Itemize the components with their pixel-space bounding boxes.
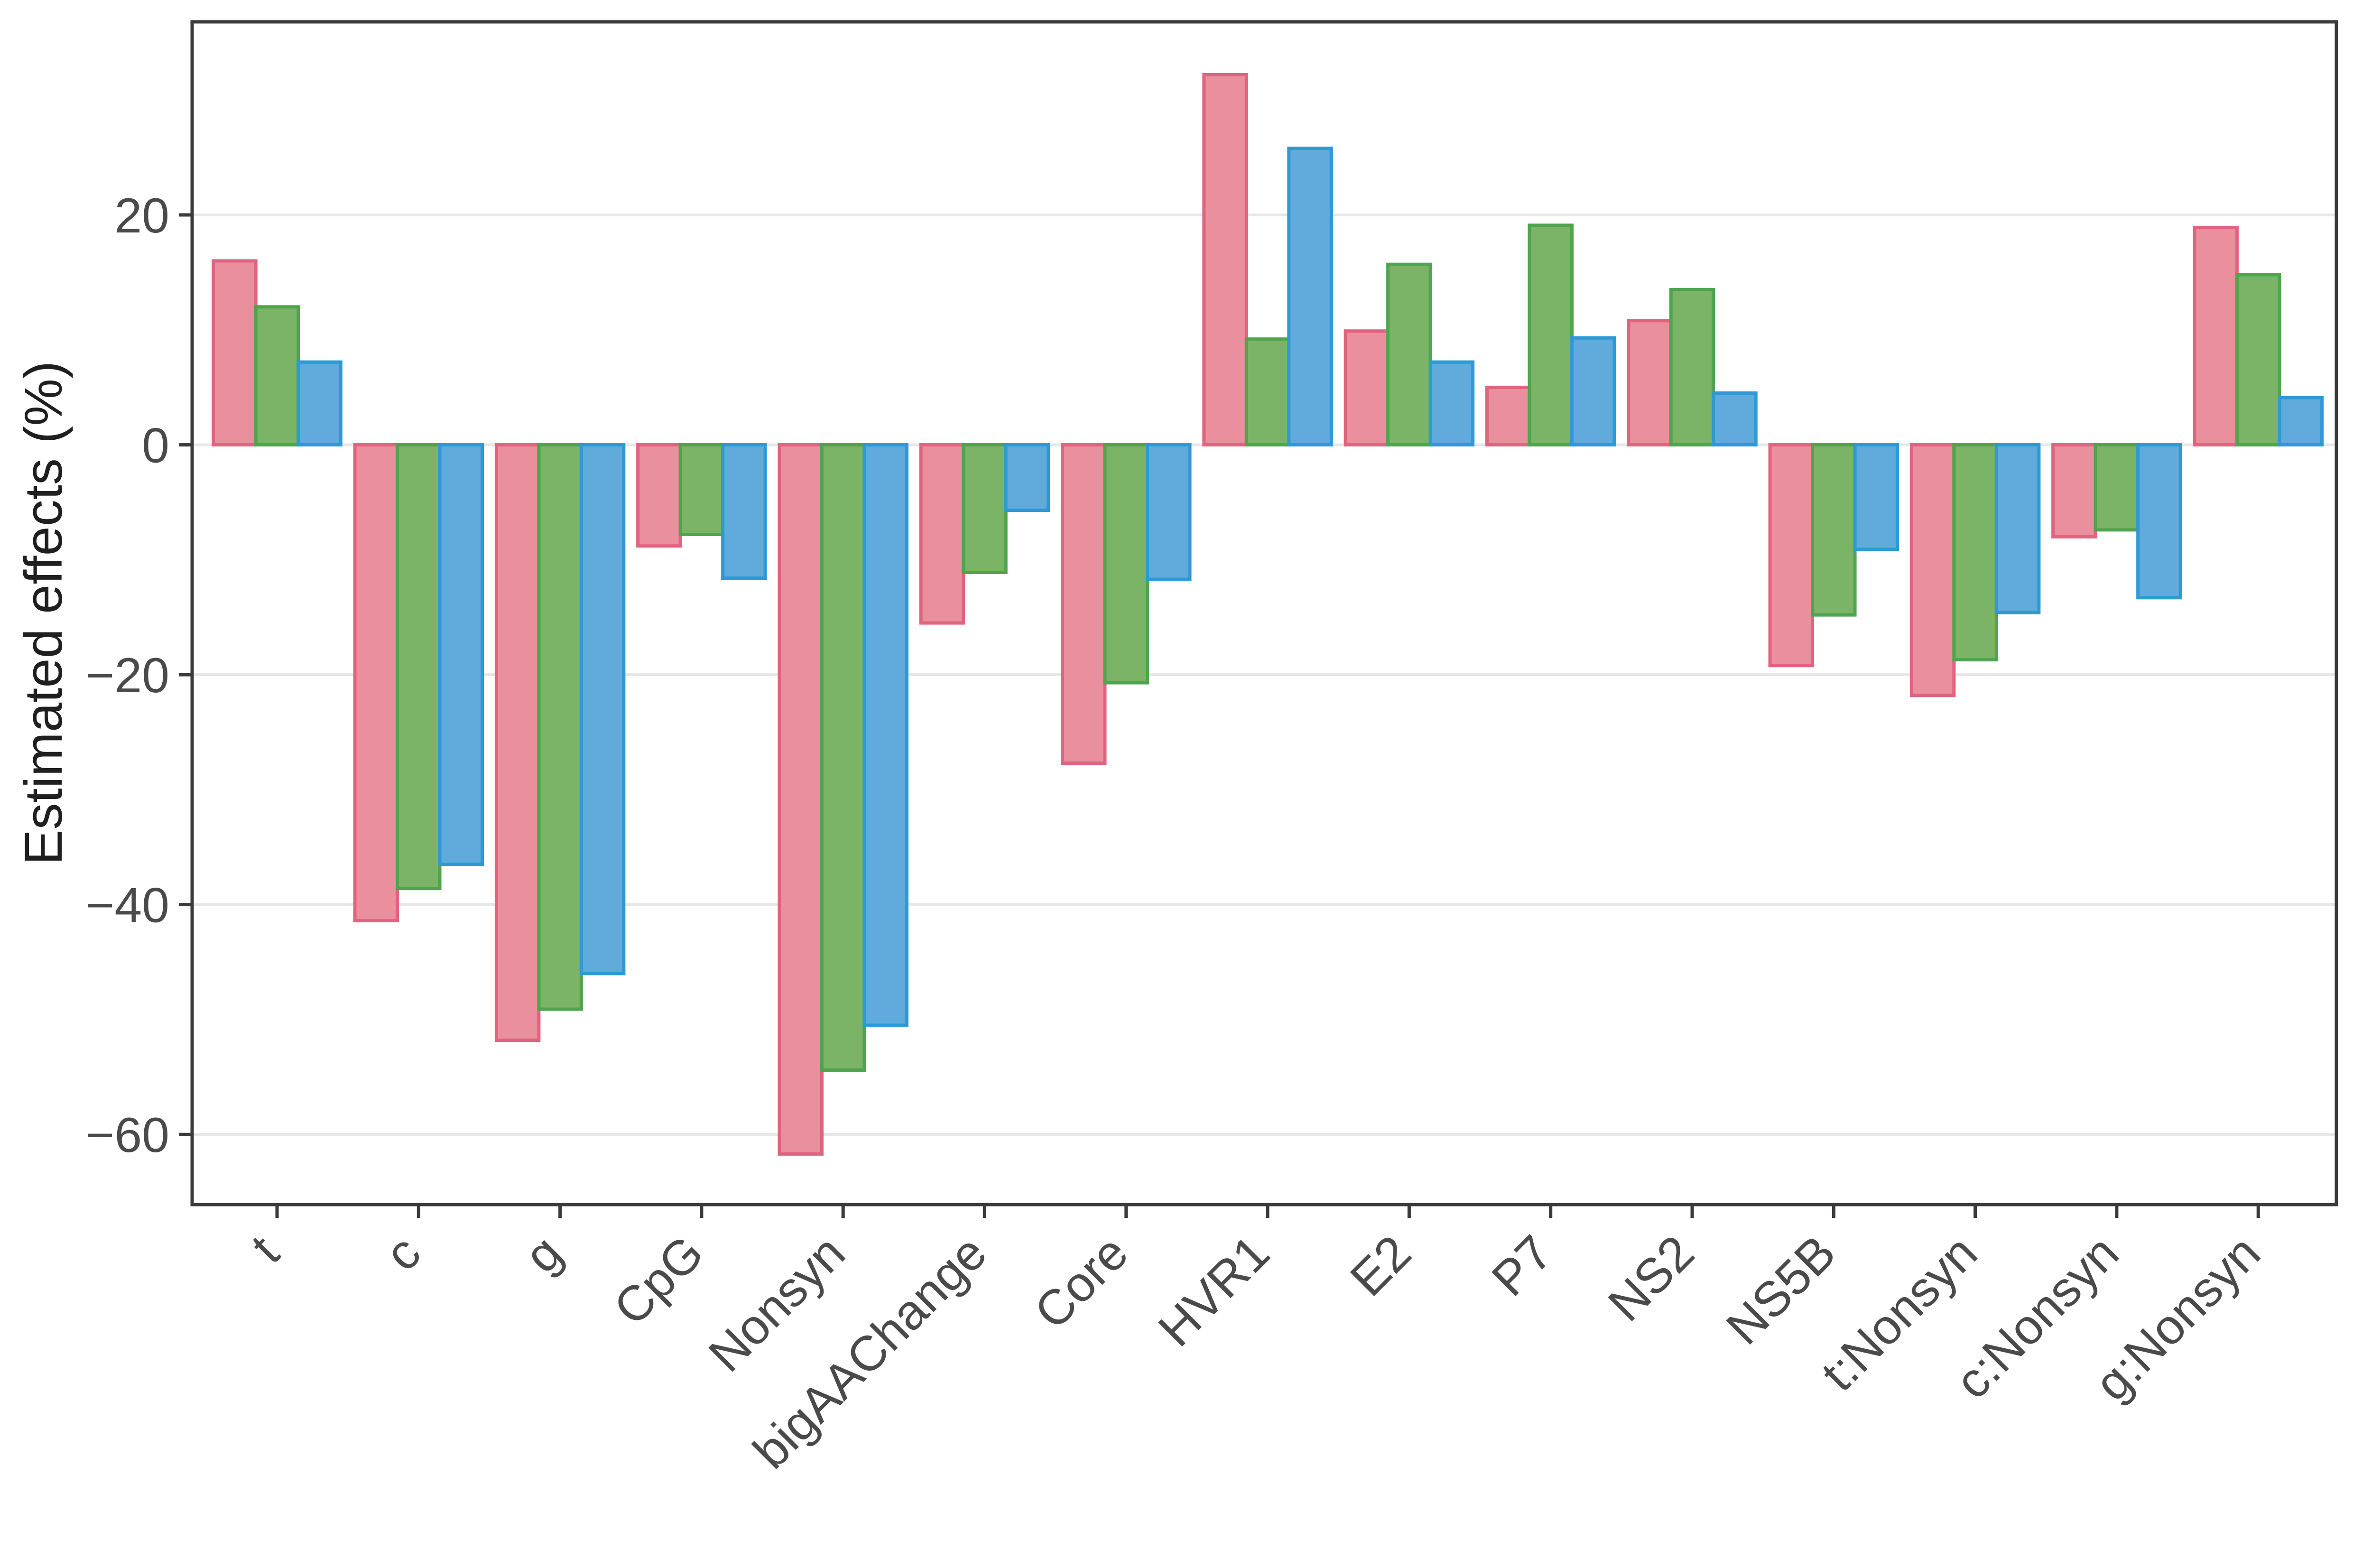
bar-bigAAChange-1a — [919, 443, 965, 625]
y-tick-label-−60: −60 — [86, 1108, 169, 1163]
bar-NS5B-1a — [1768, 443, 1815, 668]
bar-NS2-1b — [1669, 288, 1715, 447]
y-tick-label-20: 20 — [114, 188, 169, 243]
bar-HVR1-1a — [1202, 73, 1248, 447]
bar-P7-3a — [1570, 336, 1616, 447]
bar-HVR1-3a — [1287, 147, 1333, 447]
x-tick-label-c: c — [375, 1225, 431, 1281]
bar-t-1b — [254, 305, 300, 447]
bar-Core-1a — [1061, 443, 1107, 765]
bar-E2-3a — [1428, 360, 1475, 447]
bar-P7-1a — [1485, 385, 1531, 447]
bar-g-3a — [579, 443, 626, 975]
bar-Core-1b — [1103, 443, 1149, 685]
y-axis-title: Estimated effects (%) — [14, 361, 73, 865]
bar-t:Nonsyn-1a — [1909, 443, 1956, 697]
bar-bigAAChange-1b — [962, 443, 1008, 574]
panel-border — [190, 20, 2338, 1206]
bar-P7-1b — [1528, 223, 1574, 447]
bar-bigAAChange-3a — [1004, 443, 1050, 512]
bar-g:Nonsyn-1a — [2193, 226, 2239, 447]
bar-t-1a — [212, 259, 258, 447]
bar-c:Nonsyn-1b — [2094, 443, 2140, 532]
x-tick-label-E2: E2 — [1340, 1225, 1422, 1307]
bar-NS2-3a — [1712, 391, 1758, 447]
y-tick-label-−40: −40 — [86, 878, 169, 933]
bar-t:Nonsyn-3a — [1994, 443, 2041, 614]
bar-NS5B-3a — [1853, 443, 1899, 551]
bar-Nonsyn-3a — [862, 443, 908, 1027]
bar-c:Nonsyn-1a — [2051, 443, 2097, 538]
bars — [212, 73, 2324, 1156]
bar-E2-1b — [1386, 262, 1432, 447]
bar-CpG-1a — [636, 443, 682, 548]
bar-Nonsyn-1b — [820, 443, 866, 1072]
bar-E2-1a — [1344, 329, 1390, 447]
x-tick-label-NS5B: NS5B — [1716, 1225, 1846, 1355]
bar-c-1b — [396, 443, 442, 891]
y-tick-label-−20: −20 — [86, 648, 169, 703]
bar-g:Nonsyn-3a — [2278, 396, 2324, 447]
bar-CpG-3a — [721, 443, 767, 580]
bar-c-3a — [438, 443, 484, 866]
bar-t:Nonsyn-1b — [1952, 443, 1998, 662]
bar-HVR1-1b — [1244, 337, 1291, 447]
x-tick-label-Core: Core — [1024, 1225, 1139, 1339]
bar-c:Nonsyn-3a — [2136, 443, 2182, 600]
bar-Nonsyn-1a — [778, 443, 824, 1156]
bar-g-1b — [537, 443, 583, 1011]
x-tick-label-NS2: NS2 — [1598, 1225, 1705, 1332]
x-tick-label-CpG: CpG — [603, 1225, 714, 1336]
y-tick-label-0: 0 — [142, 418, 169, 473]
bar-t-3a — [296, 360, 343, 447]
bar-CpG-1b — [678, 443, 725, 537]
x-tick-label-t: t — [241, 1225, 290, 1274]
y-axis: 20 0 −20 −40 −60 — [86, 188, 192, 1163]
bar-g:Nonsyn-1b — [2235, 273, 2281, 447]
bar-Core-3a — [1146, 443, 1192, 581]
bar-NS2-1a — [1627, 319, 1673, 447]
bar-g-1a — [494, 443, 541, 1042]
bar-c-1a — [353, 443, 399, 923]
bar-NS5B-1b — [1811, 443, 1857, 617]
x-tick-label-HVR1: HVR1 — [1148, 1225, 1280, 1357]
x-tick-label-g: g — [514, 1225, 573, 1283]
x-tick-label-P7: P7 — [1482, 1225, 1563, 1307]
